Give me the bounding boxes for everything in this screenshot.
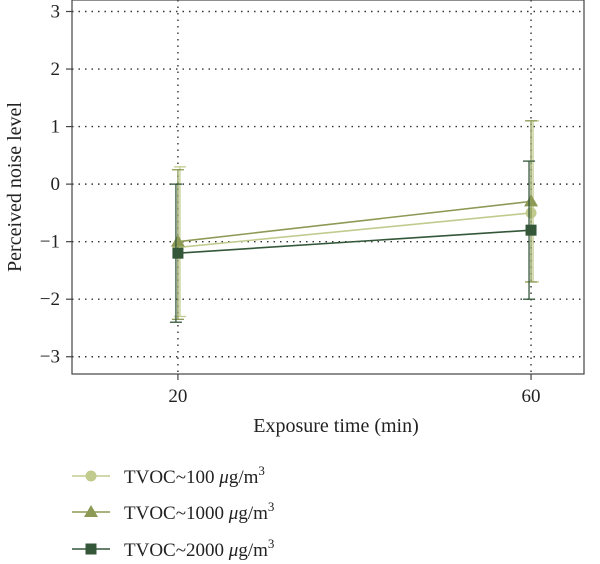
y-tick-label: 3 bbox=[51, 2, 61, 23]
x-axis: 20 60 bbox=[168, 374, 541, 407]
legend-marker bbox=[85, 543, 97, 555]
x-tick-label: 60 bbox=[522, 386, 541, 407]
series-square bbox=[169, 160, 537, 323]
y-tick-label: 0 bbox=[51, 174, 61, 195]
legend-marker bbox=[85, 470, 97, 482]
y-tick-label: −2 bbox=[40, 289, 60, 310]
legend-label: TVOC~100 μg/m3 bbox=[124, 463, 265, 488]
y-tick-label: −1 bbox=[40, 232, 60, 253]
series-line bbox=[177, 229, 532, 254]
series-group bbox=[169, 120, 540, 323]
legend-item: TVOC~2000 μg/m3 bbox=[72, 536, 274, 561]
y-tick-label: 1 bbox=[51, 117, 61, 138]
plot-frame bbox=[71, 0, 585, 375]
data-point bbox=[524, 194, 539, 207]
series-triangle bbox=[170, 120, 539, 320]
y-axis-title: Perceived noise level bbox=[4, 102, 26, 272]
y-tick-label: 2 bbox=[51, 59, 61, 80]
legend: TVOC~100 μg/m3 TVOC~1000 μg/m3 TVOC~2000 μ… bbox=[72, 463, 274, 561]
legend-item: TVOC~100 μg/m3 bbox=[72, 463, 265, 488]
legend-label: TVOC~2000 μg/m3 bbox=[124, 536, 274, 561]
y-tick-label: −3 bbox=[40, 347, 60, 368]
legend-label: TVOC~1000 μg/m3 bbox=[124, 499, 274, 524]
data-point bbox=[170, 234, 185, 247]
y-axis: 3 2 1 0 −1 −2 −3 bbox=[40, 2, 72, 368]
series-line bbox=[177, 200, 532, 243]
series-line bbox=[177, 212, 532, 249]
legend-item: TVOC~1000 μg/m3 bbox=[72, 499, 274, 524]
x-tick-label: 20 bbox=[168, 386, 187, 407]
grid bbox=[72, 0, 584, 374]
data-point bbox=[525, 224, 537, 236]
series-circle bbox=[172, 120, 540, 318]
x-axis-title: Exposure time (min) bbox=[253, 415, 419, 437]
legend-marker bbox=[84, 505, 98, 517]
data-point bbox=[172, 247, 184, 259]
